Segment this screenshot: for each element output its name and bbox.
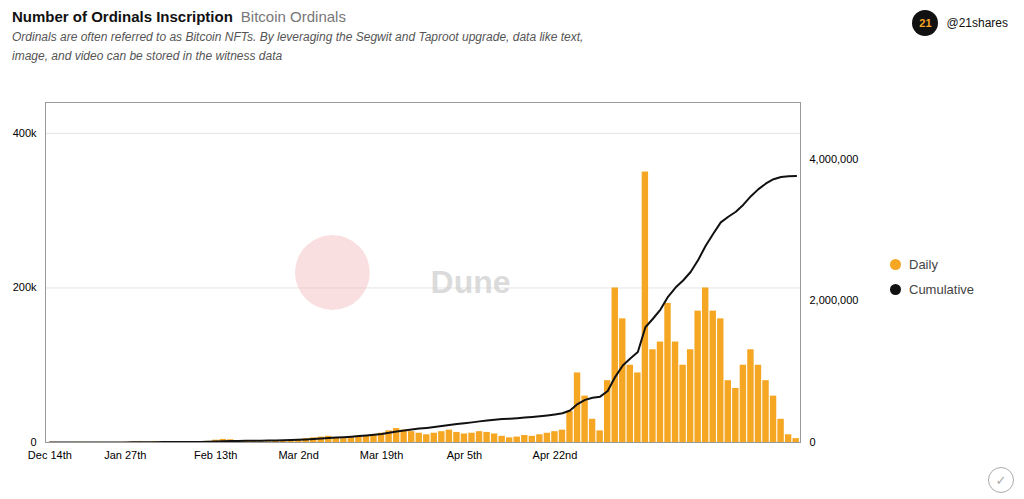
svg-text:Mar 19th: Mar 19th: [360, 449, 403, 461]
svg-text:Apr 22nd: Apr 22nd: [533, 449, 578, 461]
html-text:21: 21: [919, 17, 932, 29]
svg-text:Dec 14th: Dec 14th: [28, 449, 72, 461]
svg-text:400k: 400k: [13, 127, 37, 139]
html-text:Daily: Daily: [909, 257, 938, 272]
svg-text:0: 0: [30, 436, 36, 448]
svg-text:Apr 5th: Apr 5th: [447, 449, 482, 461]
html-text:image, and video can be stored: image, and video can be stored in the wi…: [12, 49, 283, 63]
svg-text:Feb 13th: Feb 13th: [194, 449, 237, 461]
svg-text:4,000,000: 4,000,000: [810, 153, 859, 165]
svg-text:Dune: Dune: [431, 264, 511, 300]
html-text:Bitcoin Ordinals: Bitcoin Ordinals: [240, 8, 346, 25]
svg-text:Jan 27th: Jan 27th: [104, 449, 146, 461]
html-text:Number of Ordinals Inscription: Number of Ordinals Inscription: [12, 8, 233, 25]
svg-text:2,000,000: 2,000,000: [810, 294, 859, 306]
svg-text:Mar 2nd: Mar 2nd: [278, 449, 318, 461]
html-text:@21shares: @21shares: [946, 16, 1008, 30]
svg-text:200k: 200k: [13, 281, 37, 293]
html-text:Ordinals are often referred to: Ordinals are often referred to as Bitcoi…: [12, 30, 584, 44]
svg-text:0: 0: [810, 436, 816, 448]
html-text:Cumulative: Cumulative: [909, 282, 974, 297]
